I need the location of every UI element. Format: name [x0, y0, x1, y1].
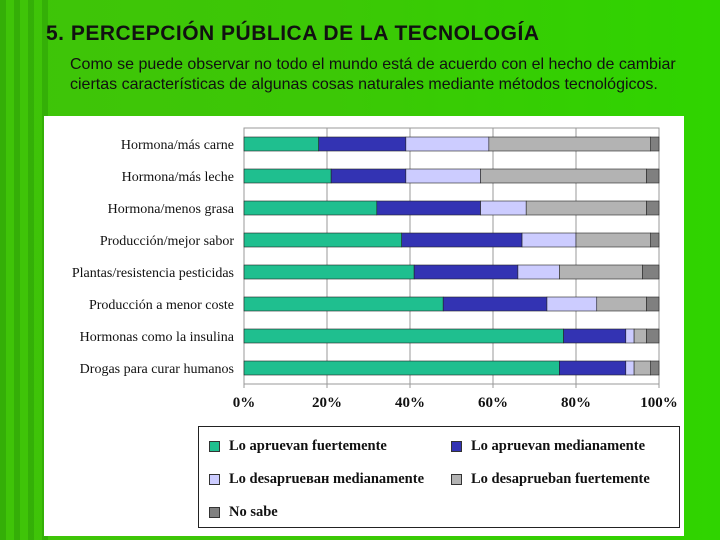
bar-segment: [650, 360, 660, 376]
legend-swatch-1: [209, 441, 220, 452]
bar-segment: [625, 328, 635, 344]
legend-swatch-4: [451, 474, 462, 485]
bar-segment: [413, 264, 519, 280]
category-label: Drogas para curar humanos: [80, 362, 234, 377]
legend-item-4: Lo desaprueban fuertemente: [451, 471, 650, 488]
legend-item-1: Lo apruevan fuertemente: [209, 438, 387, 455]
category-label: Hormona/más carne: [121, 138, 234, 153]
x-tick-label: 40%: [395, 395, 425, 411]
bar-segment: [575, 232, 651, 248]
legend-item-2: Lo apruevan medianamente: [451, 438, 645, 455]
legend-label-4: Lo desaprueban fuertemente: [471, 471, 650, 487]
bar-segment: [243, 136, 319, 152]
bar-segment: [243, 328, 564, 344]
bar-segment: [646, 168, 660, 184]
bar-segment: [401, 232, 523, 248]
bar-segment: [480, 168, 647, 184]
category-label: Plantas/resistencia pesticidas: [72, 266, 234, 281]
decorative-stripes: [0, 0, 50, 540]
stacked-bar-chart: 0% 20% 40% 60% 80% 100% Hormona/más carne Hormo…: [72, 127, 678, 411]
x-tick-label: 100%: [640, 395, 678, 411]
legend-swatch-2: [451, 441, 462, 452]
bar-segment: [559, 360, 627, 376]
bar-segment: [559, 264, 643, 280]
bar-segment: [488, 136, 652, 152]
bar-segment: [480, 200, 527, 216]
bar-segment: [625, 360, 635, 376]
x-tick-label: 80%: [561, 395, 591, 411]
bar-segment: [633, 360, 651, 376]
legend-label-1: Lo apruevan fuertemente: [229, 438, 387, 454]
bar-segment: [405, 136, 490, 152]
legend-swatch-3: [209, 474, 220, 485]
bar-segment: [517, 264, 560, 280]
bar-segment: [546, 296, 598, 312]
legend-label-5: No sabe: [229, 504, 278, 520]
bar-segment: [633, 328, 647, 344]
bar-segment: [596, 296, 647, 312]
bar-segment: [243, 296, 444, 312]
x-tick-label: 60%: [478, 395, 508, 411]
bar-segment: [646, 328, 660, 344]
legend-label-2: Lo apruevan medianamente: [471, 438, 645, 454]
x-tick-label: 20%: [312, 395, 342, 411]
bar-segment: [243, 200, 378, 216]
chart-panel: 0% 20% 40% 60% 80% 100% Hormona/más carne Hormo…: [44, 116, 684, 536]
bar-segment: [243, 168, 332, 184]
bar-segment: [646, 296, 660, 312]
bar-segment: [330, 168, 407, 184]
bar-segment: [243, 264, 415, 280]
legend-item-3: Lo desaprueван medianamente: [209, 471, 424, 488]
category-label: Hormonas como la insulina: [80, 330, 235, 345]
legend-swatch-5: [209, 507, 220, 518]
bar-segment: [563, 328, 627, 344]
legend-item-5: No sabe: [209, 504, 278, 521]
bar-segment: [525, 200, 647, 216]
bar-segment: [521, 232, 577, 248]
bar-segment: [442, 296, 548, 312]
plot-frame: [243, 127, 660, 385]
chart-legend: Lo apruevan fuertemente Lo apruevan medi…: [198, 426, 680, 528]
bar-segment: [243, 232, 402, 248]
slide-title: 5. PERCEPCIÓN PÚBLICA DE LA TECNOLOGÍA: [46, 22, 540, 45]
x-tick-label: 0%: [233, 395, 256, 411]
bar-segment: [376, 200, 481, 216]
category-label: Producción a menor coste: [89, 298, 234, 313]
category-label: Producción/mejor sabor: [100, 234, 234, 249]
category-label: Hormona/menos grasa: [108, 202, 235, 217]
category-label: Hormona/más leche: [122, 170, 234, 185]
bar-segment: [405, 168, 481, 184]
bar-segment: [318, 136, 407, 152]
bar-segment: [646, 200, 660, 216]
bar-segment: [650, 136, 660, 152]
bar-segment: [243, 360, 560, 376]
slide-subtitle: Como se puede observar no todo el mundo …: [70, 56, 676, 93]
legend-label-3: Lo desaprueван medianamente: [229, 471, 425, 487]
bar-segment: [650, 232, 660, 248]
bar-segment: [642, 264, 660, 280]
